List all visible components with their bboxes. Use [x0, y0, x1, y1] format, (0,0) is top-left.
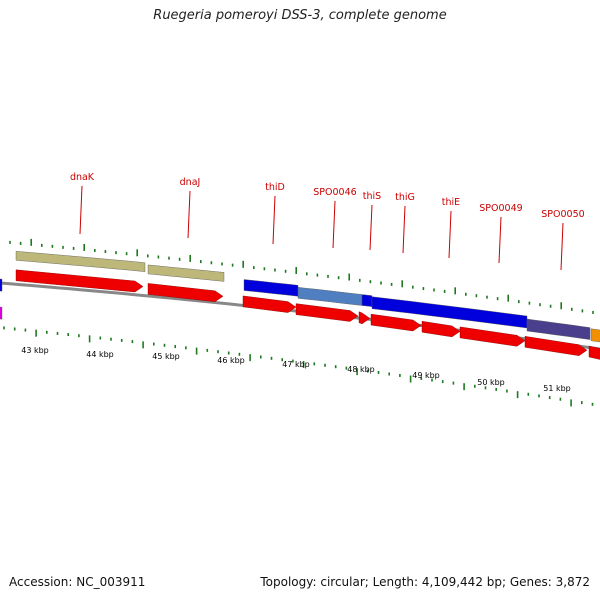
- kbp-label: 43 kbp: [21, 346, 49, 355]
- cog-band-spo0046: [297, 287, 363, 306]
- map-title: Ruegeria pomeroyi DSS-3, complete genome: [153, 8, 447, 23]
- gene-label-spo0046: SPO0046: [313, 187, 356, 198]
- cog-band-left-edge: [0, 278, 3, 292]
- cds-arrow-this: [358, 311, 371, 325]
- cds-arrow-spo0049: [459, 326, 526, 347]
- kbp-label: 45 kbp: [152, 352, 180, 361]
- gene-label-dnak: dnaK: [70, 172, 95, 183]
- gene-label-spo0049: SPO0049: [479, 203, 522, 214]
- gene-leader-line: [402, 205, 406, 254]
- cds-arrow-dnaj: [147, 283, 224, 303]
- cog-band-next: [590, 328, 600, 343]
- cds-arrow-dnak: [15, 269, 144, 293]
- cog-band-dnak: [15, 251, 146, 272]
- gene-label-thid: thiD: [265, 182, 285, 193]
- gene-label-this: thiS: [363, 191, 381, 202]
- cog-band-thid: [243, 279, 299, 297]
- gene-label-spo0050: SPO0050: [541, 209, 584, 220]
- genome-summary-text: Topology: circular; Length: 4,109,442 bp…: [260, 575, 590, 589]
- cds-arrow-spo0050: [524, 336, 588, 356]
- cog-band-left-magenta: [0, 306, 3, 320]
- gene-leader-line: [560, 222, 564, 271]
- kbp-label: 44 kbp: [86, 350, 114, 359]
- gene-leader-line: [448, 210, 452, 259]
- gene-leader-line: [332, 200, 336, 249]
- cds-arrow-thie: [421, 320, 461, 338]
- cds-arrow-spo0046: [295, 303, 359, 322]
- kbp-label: 46 kbp: [217, 356, 245, 365]
- cog-band-this: [361, 294, 373, 307]
- kbp-label: 50 kbp: [477, 378, 505, 387]
- gene-leader-line: [187, 190, 191, 239]
- gene-label-dnaj: dnaJ: [180, 177, 201, 188]
- cog-band-dnaj: [147, 264, 225, 282]
- gene-leader-line: [498, 216, 502, 264]
- cog-band-spo0050: [526, 318, 591, 340]
- kbp-label: 51 kbp: [543, 384, 571, 393]
- cds-arrow-thid: [242, 295, 297, 313]
- gene-leader-line: [79, 185, 83, 235]
- gene-label-thig: thiG: [395, 192, 415, 203]
- cds-arrow-thig: [370, 313, 422, 332]
- gene-label-thie: thiE: [442, 197, 460, 208]
- accession-text: Accession: NC_003911: [9, 575, 146, 589]
- gene-leader-line: [369, 204, 373, 251]
- kbp-label: 48 kbp: [347, 365, 375, 374]
- kbp-label: 49 kbp: [412, 371, 440, 380]
- cds-arrow-next: [588, 345, 600, 360]
- gene-leader-line: [272, 195, 276, 245]
- kbp-label: 47 kbp: [282, 360, 310, 369]
